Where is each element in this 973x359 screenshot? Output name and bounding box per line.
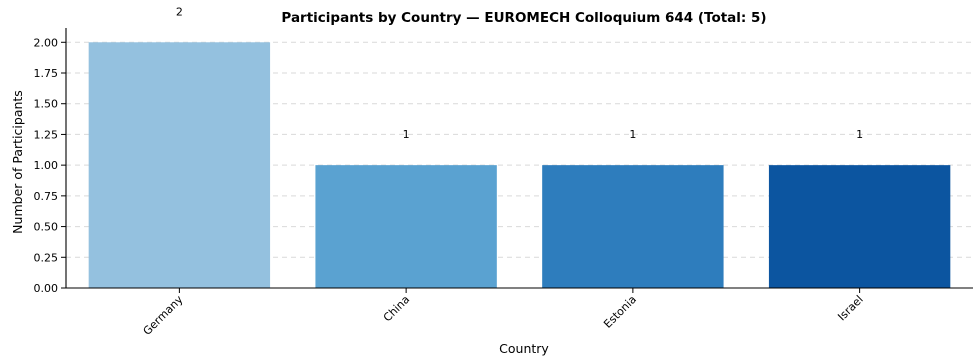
y-axis: 0.00 0.25 0.50 0.75 1.00 1.25 1.50 1.75 2.00 — [34, 28, 67, 295]
x-tick-label: China — [381, 293, 412, 324]
y-tick-label: 0.50 — [34, 221, 59, 234]
bar-value-labels: 2 1 1 1 — [176, 5, 863, 141]
y-tick-label: 0.75 — [34, 190, 59, 203]
bar-value-label: 1 — [403, 128, 410, 141]
bar-israel — [768, 165, 951, 288]
bars — [88, 42, 951, 289]
x-axis-label: Country — [499, 341, 549, 356]
x-tick-label: Israel — [835, 293, 865, 323]
y-tick-label: 1.75 — [34, 67, 59, 80]
y-tick-label: 1.25 — [34, 128, 59, 141]
y-tick-label: 1.50 — [34, 98, 59, 111]
y-tick-label: 2.00 — [34, 36, 59, 49]
bar-estonia — [542, 165, 724, 288]
y-axis-label: Number of Participants — [10, 90, 25, 234]
y-tick-label: 1.00 — [34, 159, 59, 172]
bar-germany — [88, 42, 271, 289]
bar-value-label: 1 — [629, 128, 636, 141]
bar-china — [315, 165, 497, 288]
chart-title: Participants by Country — EUROMECH Collo… — [281, 10, 766, 26]
x-axis: Germany China Estonia Israel — [66, 287, 973, 338]
x-tick-label: Estonia — [601, 293, 639, 331]
y-tick-label: 0.25 — [34, 251, 59, 264]
y-tick-label: 0.00 — [34, 282, 59, 295]
bar-value-label: 1 — [856, 128, 863, 141]
x-tick-label: Germany — [141, 293, 186, 338]
bar-value-label: 2 — [176, 5, 183, 18]
